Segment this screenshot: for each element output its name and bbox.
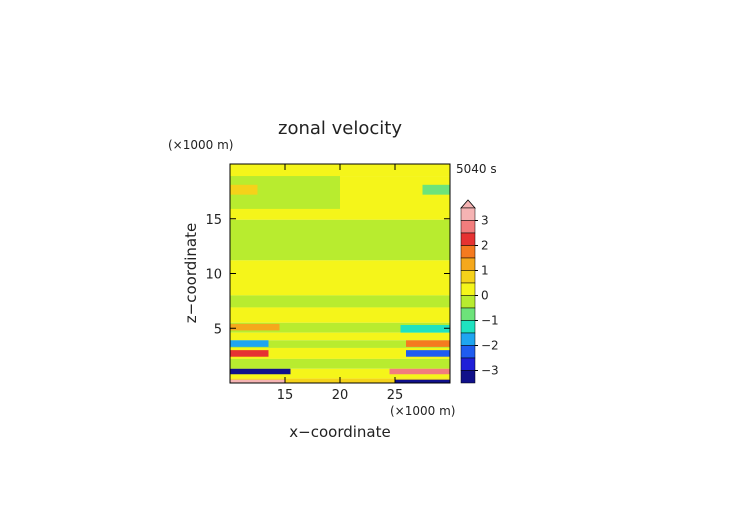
heatmap-cell xyxy=(230,260,450,296)
x-axis-label: x−coordinate xyxy=(289,423,390,441)
colorbar-swatch xyxy=(460,295,476,309)
heatmap-cell xyxy=(230,332,450,341)
heatmap-cell xyxy=(230,323,280,331)
y-tick-label: 15 xyxy=(205,213,222,228)
chart-title: zonal velocity xyxy=(278,118,402,139)
colorbar-tick-label: 0 xyxy=(481,289,489,303)
colorbar-tick-label: −1 xyxy=(481,314,499,328)
y-unit-label: (×1000 m) xyxy=(168,138,233,152)
y-axis-label: z−coordinate xyxy=(182,223,200,323)
colorbar-tick-label: 1 xyxy=(481,264,489,278)
heatmap-cell xyxy=(230,368,450,379)
heatmap-cell xyxy=(230,340,450,348)
heatmap-cell xyxy=(230,379,285,383)
heatmap-cell xyxy=(230,295,450,308)
colorbar-swatch xyxy=(460,207,476,221)
colorbar-swatch xyxy=(460,307,476,321)
heatmap-cell xyxy=(230,347,450,359)
x-unit-label: (×1000 m) xyxy=(390,404,455,418)
x-tick-label: 25 xyxy=(387,388,404,403)
heatmap-cell xyxy=(230,340,269,347)
heatmap-cell xyxy=(406,350,450,357)
heatmap-cell xyxy=(406,340,450,347)
time-label: 5040 s xyxy=(456,162,497,176)
heatmap-cell xyxy=(230,368,291,375)
y-tick-label: 5 xyxy=(214,322,222,337)
heatmap-cell xyxy=(230,219,450,261)
heatmap-cell xyxy=(230,184,258,195)
heatmap xyxy=(230,164,450,383)
heatmap-cell xyxy=(230,322,450,333)
colorbar-swatch xyxy=(460,370,476,384)
colorbar-swatch xyxy=(460,332,476,346)
y-tick-label: 10 xyxy=(205,268,222,283)
colorbar-swatch xyxy=(460,257,476,271)
heatmap-cell xyxy=(422,184,450,195)
colorbar-tick-label: −2 xyxy=(481,339,499,353)
heatmap-cell xyxy=(400,324,450,333)
heatmap-cell xyxy=(395,379,450,383)
x-axis: 15 20 25 xyxy=(277,164,404,403)
x-tick-label: 15 xyxy=(277,388,294,403)
heatmap-cell xyxy=(389,368,450,375)
heatmap-cell xyxy=(230,350,269,357)
heatmap-cell xyxy=(230,358,450,369)
colorbar-tick-label: −3 xyxy=(481,364,499,378)
colorbar-tick-label: 3 xyxy=(481,214,489,228)
colorbar-tick-label: 2 xyxy=(481,239,489,253)
colorbar-arrow xyxy=(460,199,476,209)
colorbar-swatch xyxy=(460,320,476,334)
y-axis: 5 10 15 xyxy=(205,213,450,337)
colorbar-swatch xyxy=(460,245,476,259)
colorbar-swatch xyxy=(460,220,476,234)
x-tick-label: 20 xyxy=(332,388,349,403)
colorbar-swatch xyxy=(460,232,476,246)
colorbar-swatch xyxy=(460,345,476,359)
colorbar-swatch xyxy=(460,282,476,296)
heatmap-cell xyxy=(230,307,450,323)
colorbar: 3 2 1 0 −1 −2 −3 xyxy=(460,199,499,384)
colorbar-swatch xyxy=(460,357,476,371)
colorbar-swatch xyxy=(460,270,476,284)
